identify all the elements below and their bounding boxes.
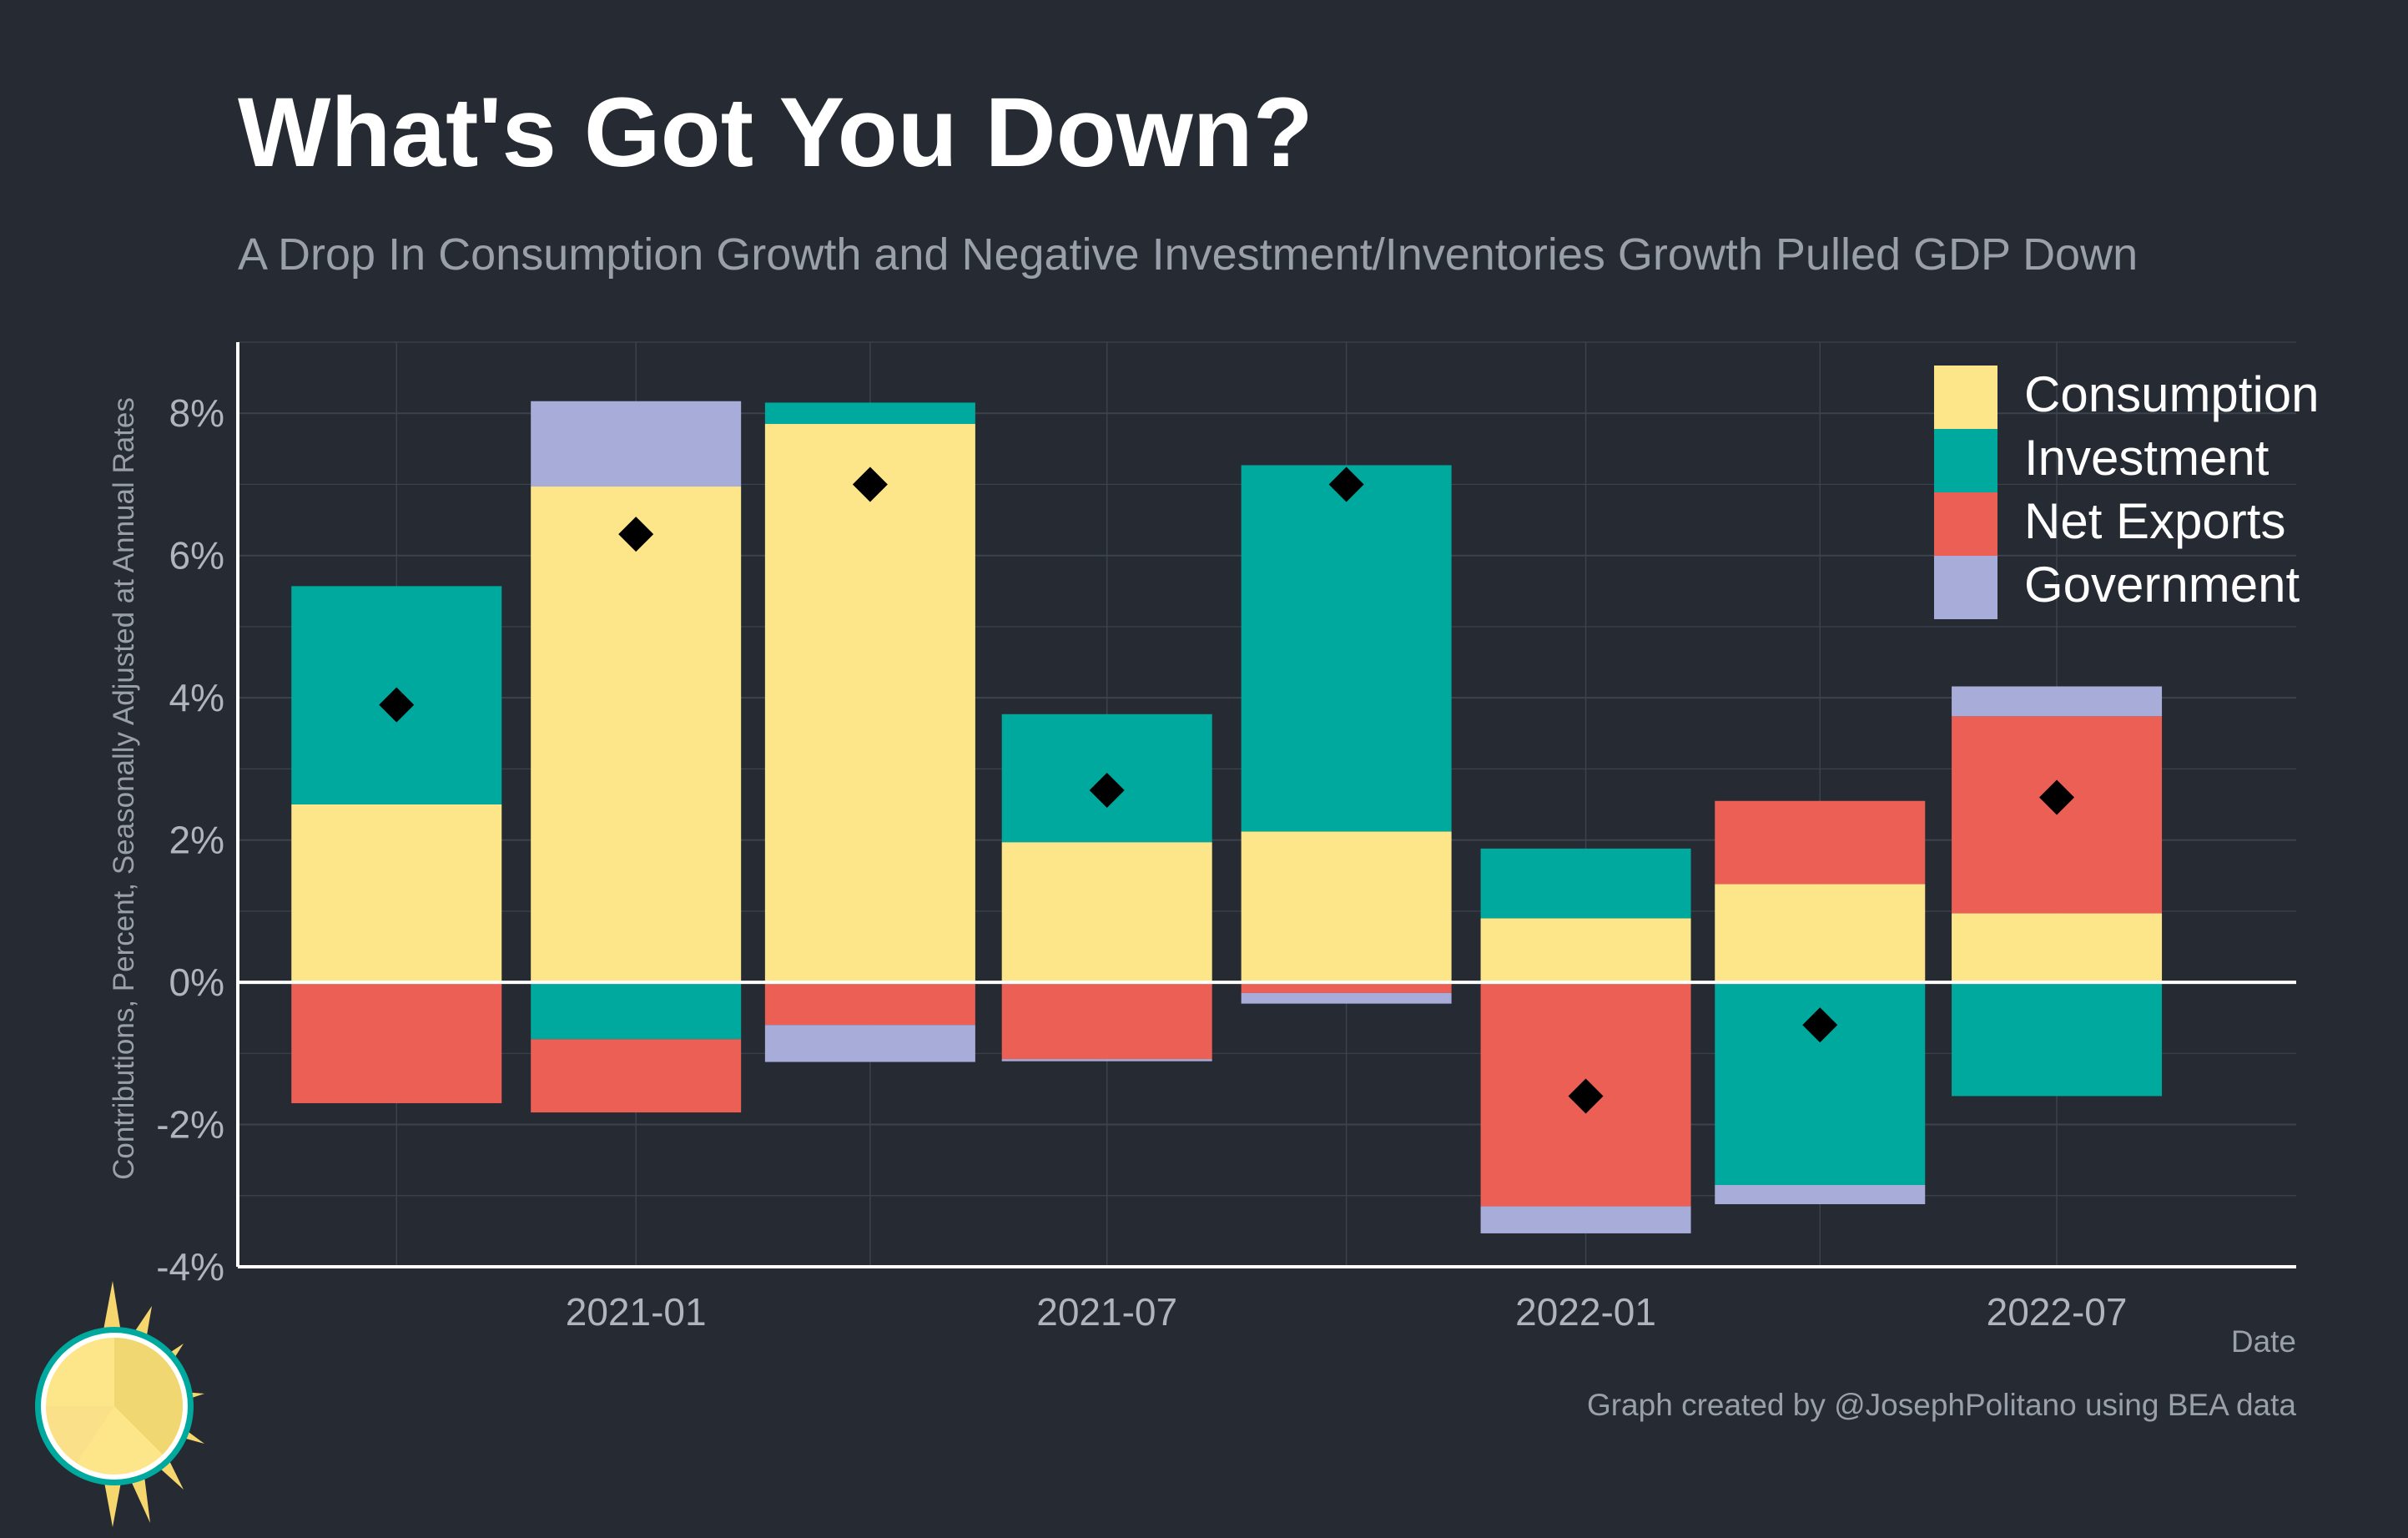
bar-investment [1241,465,1452,832]
gdp-marker [1328,466,1364,502]
legend-label: Net Exports [2024,493,2285,549]
gdp-marker [2039,779,2075,815]
x-tick-label: 2022-07 [1987,1290,2128,1334]
legend-label: Investment [2024,430,2269,486]
bar-consumption [1480,918,1691,983]
bar-net-exports [531,1039,742,1113]
bar-government [1241,992,1452,1004]
bar-net-exports [291,982,502,1103]
bar-consumption [764,424,975,983]
legend-swatch [1934,556,1997,619]
bar-consumption [1715,884,1926,983]
sun-logo-icon [35,1281,204,1527]
gdp-marker [618,517,654,552]
bar-investment [531,982,742,1040]
bar-net-exports [1241,982,1452,993]
gdp-marker [1802,1007,1838,1043]
bars-layer [291,401,2163,1233]
gdp-marker [852,466,888,502]
bar-consumption [1241,831,1452,983]
bar-consumption [1952,913,2163,983]
bar-government [1715,1184,1926,1204]
bar-net-exports [1001,982,1212,1060]
x-tick-label: 2021-01 [566,1290,707,1334]
y-tick-label: 0% [169,961,224,1004]
legend-label: Government [2024,557,2300,613]
bar-net-exports [764,982,975,1026]
chart-subtitle: A Drop In Consumption Growth and Negativ… [238,229,2138,280]
legend-swatch [1934,366,1997,429]
y-axis-label: Contributions, Percent, Seasonally Adjus… [108,397,140,1180]
bar-government [531,401,742,487]
y-tick-label: -4% [156,1245,224,1288]
source-caption: Graph created by @JosephPolitano using B… [1586,1388,2296,1422]
y-tick-label: 4% [169,676,224,719]
y-tick-label: 8% [169,391,224,435]
bar-consumption [291,804,502,983]
bar-consumption [1001,842,1212,983]
bar-government [764,1025,975,1062]
bar-investment [764,402,975,425]
gdp-marker [1568,1078,1604,1114]
chart-title: What's Got You Down? [238,78,1313,188]
legend-label: Consumption [2024,366,2320,422]
bar-consumption [531,487,742,983]
legend-swatch [1934,492,1997,556]
bar-investment [1952,982,2163,1097]
y-tick-label: 6% [169,534,224,577]
gdp-marker [379,687,415,723]
bar-government [1952,686,2163,717]
x-tick-label: 2021-07 [1036,1290,1177,1334]
legend: Consumption Investment Net Exports Governme… [1934,366,2320,619]
x-axis-label: Date [2231,1324,2296,1359]
bar-government [1001,1059,1212,1061]
bar-government [1480,1206,1691,1233]
gdp-marker [1089,772,1125,808]
y-tick-label: 2% [169,819,224,862]
x-tick-label: 2022-01 [1515,1290,1656,1334]
y-tick-label: -2% [156,1103,224,1147]
bar-net-exports [1715,800,1926,885]
axis-layer: -4% -2% 0% 2% 4% 6% 8% 2021-01 2021-07 2022-01 202… [156,342,2296,1334]
bar-investment [1480,848,1691,919]
markers-layer [379,466,2075,1114]
legend-swatch [1934,429,1997,492]
